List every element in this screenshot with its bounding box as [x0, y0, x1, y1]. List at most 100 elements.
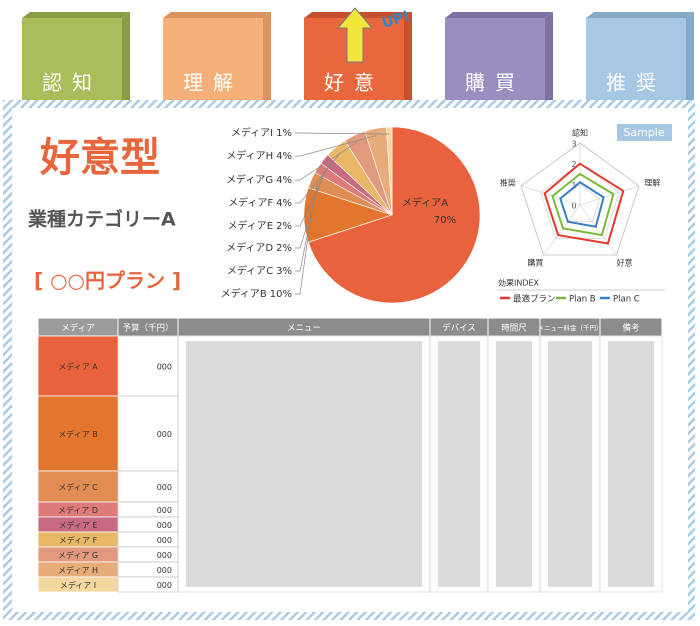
pie-category: メディアG	[226, 173, 273, 186]
budget-value: 000	[157, 566, 172, 575]
pie-value-label: 10%	[270, 289, 292, 300]
radar-tick-label: 0	[571, 202, 576, 211]
leader-line	[295, 141, 358, 181]
media-name: メディア I	[60, 580, 96, 590]
media-cell	[37, 335, 119, 397]
pie-value-label: 3%	[276, 266, 292, 277]
leader-line	[295, 135, 377, 157]
media-name: メディア G	[58, 550, 98, 560]
radar-tick-label: 2	[571, 160, 576, 169]
tab	[445, 18, 545, 100]
pie-label: メディアB 10%	[221, 287, 292, 300]
up-arrow	[336, 7, 374, 63]
header-label: メニュー	[287, 324, 321, 334]
tab	[586, 18, 686, 100]
header-label: メニュー料金（千円）	[538, 323, 603, 332]
budget-value: 000	[157, 483, 172, 492]
media-name: メディア C	[58, 482, 98, 492]
radar-tick-label: 1	[571, 181, 576, 190]
leader-line	[295, 182, 319, 272]
pie-category: メディアF	[228, 196, 273, 209]
pie-value-label: 2%	[276, 243, 292, 254]
tab-top	[586, 12, 694, 18]
tab-label: 好意	[324, 71, 384, 95]
pie-category: メディアB	[221, 287, 267, 300]
pie-category: メディアI	[231, 126, 273, 139]
tab-side	[122, 12, 130, 100]
radar-axis	[543, 204, 581, 256]
media-name: メディア E	[58, 520, 97, 530]
pie-label: メディアG 4%	[226, 173, 292, 186]
pie-label: メディアE 2%	[228, 219, 293, 232]
leader-line	[295, 214, 312, 295]
pie-category: メディアH	[226, 149, 273, 162]
budget-value: 000	[157, 506, 172, 515]
tab-top	[163, 12, 271, 18]
budget-value: 000	[157, 551, 172, 560]
pie-value-label: 4%	[276, 175, 292, 186]
radar-axis	[579, 204, 617, 256]
leader-line	[295, 132, 390, 135]
radar-axis	[579, 185, 640, 206]
placeholder	[548, 341, 592, 587]
media-name: メディア D	[58, 505, 98, 515]
tab-side	[545, 12, 553, 100]
placeholder	[608, 341, 654, 587]
media-name: メディア B	[58, 429, 97, 439]
pie-label: メディアA	[402, 196, 448, 209]
pie-value-label: 1%	[276, 128, 292, 139]
pie-category: メディアC	[227, 264, 273, 277]
pie-label: メディアI 1%	[231, 126, 292, 139]
legend-title: 効果INDEX	[498, 278, 540, 288]
leader-line	[295, 163, 330, 227]
header-label: 予算（千円）	[122, 323, 173, 334]
pie-category: メディアE	[228, 219, 274, 232]
plan: [ ○○円プラン ]	[34, 269, 181, 293]
budget-value: 000	[157, 363, 172, 372]
title: 好意型	[39, 135, 160, 181]
tab	[22, 18, 122, 100]
leader-line	[295, 152, 341, 204]
pie-category: メディアD	[226, 241, 273, 254]
tab-side	[263, 12, 271, 100]
budget-value: 000	[157, 430, 172, 439]
pie-slice	[386, 126, 393, 216]
pie-value-label: 4%	[276, 198, 292, 209]
budget-value: 000	[157, 536, 172, 545]
radar-series	[543, 162, 625, 245]
pie-label: メディアF 4%	[228, 196, 292, 209]
media-name: メディア A	[58, 362, 98, 372]
placeholder	[496, 341, 532, 587]
budget-cell	[117, 335, 179, 397]
tab-label: 推奨	[606, 71, 666, 95]
tab-side	[404, 12, 412, 100]
pie-value-label: 2%	[276, 221, 292, 232]
legend-label: 最適プラン	[513, 294, 556, 305]
leader-line	[295, 171, 324, 249]
budget-value: 000	[157, 581, 172, 590]
header-label: 備考	[622, 323, 639, 334]
tab-label: 認知	[42, 71, 102, 95]
placeholder	[186, 341, 422, 587]
sample-badge	[617, 124, 672, 141]
radar-grid	[520, 142, 640, 256]
pie-label: メディアH 4%	[226, 149, 292, 162]
header-label: デバイス	[442, 323, 476, 334]
pie-value-label: 4%	[276, 151, 292, 162]
pie-value-label: 70%	[434, 215, 456, 226]
budget-value: 000	[157, 521, 172, 530]
media-name: メディア H	[58, 565, 98, 575]
radar-axis-label: 理解	[644, 177, 660, 187]
legend-label: Plan C	[613, 295, 640, 305]
tab-top	[22, 12, 130, 18]
subtitle: 業種カテゴリーA	[27, 208, 176, 231]
budget-cell	[117, 576, 179, 593]
tab	[163, 18, 263, 100]
radar-tick-label: 3	[571, 140, 576, 149]
radar-series	[551, 172, 615, 237]
radar-axis-label: 購買	[527, 258, 543, 268]
pie-slice	[307, 126, 481, 304]
radar-axis-label: 好意	[617, 258, 633, 268]
radar-axis	[520, 185, 581, 206]
